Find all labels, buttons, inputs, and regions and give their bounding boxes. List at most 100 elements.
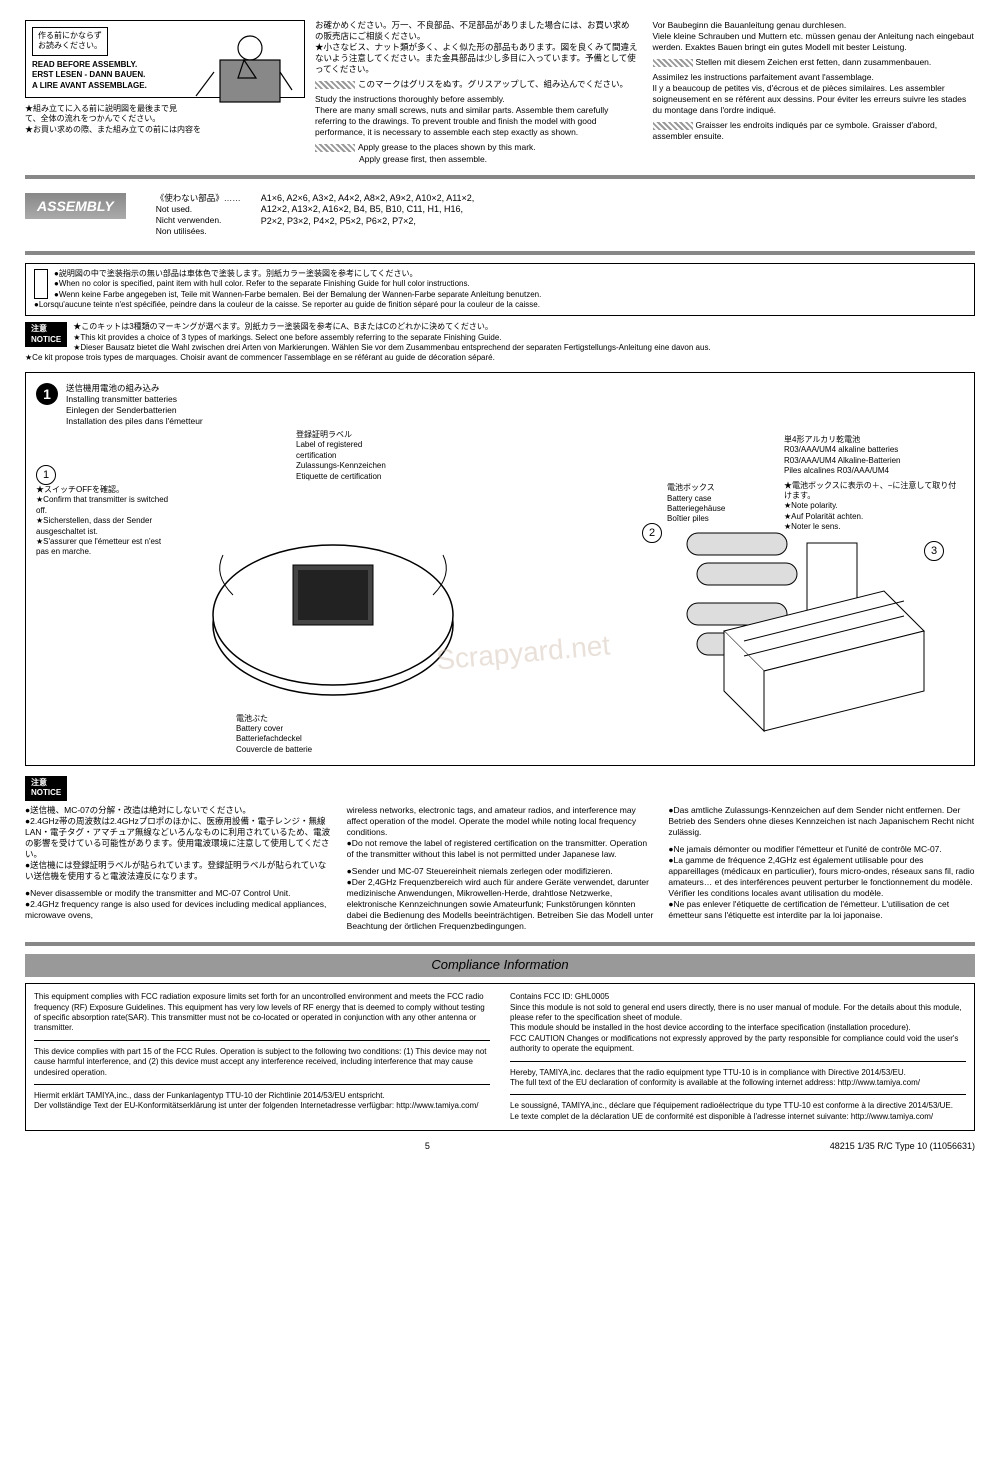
mark-fr: ★Ce kit propose trois types de marquages… (25, 353, 975, 363)
cover-en: Battery cover (236, 724, 356, 734)
mark-en: ★This kit provides a choice of 3 types o… (25, 333, 975, 343)
step-num-1: 1 (36, 383, 58, 405)
grease-mark-icon (315, 81, 355, 89)
grease-en-row: Apply grease to the places shown by this… (315, 142, 638, 153)
label-de: Zulassungs-Kennzeichen (296, 461, 396, 471)
batt-de: R03/AAA/UM4 Alkaline-Batterien (784, 456, 964, 466)
battery-type-callout: 単4形アルカリ乾電池 R03/AAA/UM4 alkaline batterie… (784, 435, 964, 533)
divider-bar-1 (25, 175, 975, 179)
s1-fr: Installation des piles dans l'émetteur (66, 416, 203, 427)
n2c3-fr2: ●La gamme de fréquence 2,4GHz est égalem… (668, 855, 975, 899)
batt-en: R03/AAA/UM4 alkaline batteries (784, 445, 964, 455)
read-before-box: 作る前にかならず お読みください。 READ BEFORE ASSEMBLY. … (25, 20, 305, 98)
page-number: 5 (425, 1141, 430, 1153)
step-1-titles: 送信機用電池の組み込み Installing transmitter batte… (66, 383, 203, 427)
tc2-star1: Vor Baubeginn die Bauanleitung genau dur… (653, 20, 976, 31)
step-1-box: 1 送信機用電池の組み込み Installing transmitter bat… (25, 372, 975, 766)
grease-de: Stellen mit diesem Zeichen erst fetten, … (696, 57, 932, 67)
substep-num-2: 2 (642, 523, 662, 543)
parts3: P2×2, P3×2, P4×2, P5×2, P6×2, P7×2, (261, 216, 475, 228)
comp-r2: Since this module is not sold to general… (510, 1003, 966, 1024)
grease-jp: このマークはグリスをぬす。グリスアップして、組み込んでください。 (358, 79, 628, 89)
n2c1-jp1: ●送信機、MC-07の分解・改造は絶対にしないでください。 (25, 805, 332, 816)
comp-l1: This equipment complies with FCC radiati… (34, 992, 490, 1034)
mark-jp: ★このキットは3種類のマーキングが選べます。別紙カラー塗装図を参考にA、Bまたは… (25, 322, 975, 332)
comp-r6: The full text of the EU declaration of c… (510, 1078, 966, 1088)
n2c2-en1: wireless networks, electronic tags, and … (347, 805, 654, 838)
compliance-header: Compliance Information (25, 954, 975, 977)
comp-hr-1 (34, 1040, 490, 1041)
step-1-diagram: 1 ★スイッチOFFを確認。 ★Confirm that transmitter… (36, 435, 964, 755)
notice2-col1: ●送信機、MC-07の分解・改造は絶対にしないでください。 ●2.4GHz帯の周… (25, 805, 332, 933)
not-used-parts: A1×6, A2×6, A3×2, A4×2, A8×2, A9×2, A10×… (261, 193, 475, 228)
man-illustration (178, 27, 298, 117)
comp-l2: This device complies with part 15 of the… (34, 1047, 490, 1078)
n2c3-de1: ●Das amtliche Zulassungs-Kennzeichen auf… (668, 805, 975, 838)
grease-jp-row: このマークはグリスをぬす。グリスアップして、組み込んでください。 (315, 79, 638, 90)
battery-case-drawing (704, 551, 944, 751)
comp-r1: Contains FCC ID: GHL0005 (510, 992, 966, 1002)
case-de: Batteriegehäuse (667, 504, 725, 514)
comp-l4: Der vollständige Text der EU-Konformität… (34, 1101, 490, 1111)
not-used-row: 《使わない部品》…… Not used. Nicht verwenden. No… (156, 193, 475, 237)
top-col-1: お確かめください。万一、不良部品、不足部品がありました場合には、お買い求めの販売… (315, 20, 638, 165)
case-jp: 電池ボックス (667, 483, 725, 493)
sub1-jp: ★スイッチOFFを確認。 (36, 485, 176, 495)
n2c2-de2: ●Der 2,4GHz Frequenzbereich wird auch fü… (347, 877, 654, 932)
n2c1-jp3: ●送信機には登録証明ラベルが貼られています。登録証明ラベルが貼られていない送信機… (25, 860, 332, 882)
case-callout: 電池ボックス Battery case Batteriegehäuse Boît… (667, 483, 725, 525)
batt-jp: 単4形アルカリ乾電池 (784, 435, 964, 445)
substep-3-group: 3 (704, 551, 944, 755)
grease-en1: Apply grease to the places shown by this… (358, 142, 536, 152)
grease-de-row: Stellen mit diesem Zeichen erst fetten, … (653, 57, 976, 68)
grease-fr-row: Graisser les endroits indiqués par ce sy… (653, 120, 976, 142)
nu-jp: 《使わない部品》…… (156, 193, 241, 204)
cover-fr: Couvercle de batterie (236, 745, 356, 755)
below-jp2: ★お買い求めの際、また組み立ての前には内容を (25, 125, 305, 135)
read-before-column: 作る前にかならず お読みください。 READ BEFORE ASSEMBLY. … (25, 20, 305, 165)
batt-fr: Piles alcalines R03/AAA/UM4 (784, 466, 964, 476)
n2c3-fr3: ●Ne pas enlever l'étiquette de certifica… (668, 899, 975, 921)
tc2-star2: Viele kleine Schrauben und Muttern etc. … (653, 31, 976, 53)
comp-hr-4 (510, 1094, 966, 1095)
n2c3-fr1: ●Ne jamais démonter ou modifier l'émette… (668, 844, 975, 855)
marking-notice: 注意 NOTICE ★このキットは3種類のマーキングが選べます。別紙カラー塗装図… (25, 322, 975, 364)
notice-tag-2: 注意 NOTICE (25, 776, 67, 801)
tc2-star3: Assimilez les instructions parfaitement … (653, 72, 976, 83)
substep-1-callout: 1 ★スイッチOFFを確認。 ★Confirm that transmitter… (36, 465, 176, 558)
paint-notice-box: ●説明図の中で塗装指示の無い部品は車体色で塗装します。別紙カラー塗装図を参考にし… (25, 263, 975, 317)
grease-mark-icon-4 (653, 122, 693, 130)
paint-can-icon (34, 269, 48, 299)
tc1-star1: Study the instructions thoroughly before… (315, 94, 638, 105)
mark-de: ★Dieser Bausatz bietet die Wahl zwischen… (25, 343, 975, 353)
nu-en: Not used. (156, 204, 241, 215)
comp-l3: Hiermit erklärt TAMIYA,inc., dass der Fu… (34, 1091, 490, 1101)
tc1-line2: ★小さなビス、ナット類が多く、よく似た形の部品もあります。図を良くみて間違えない… (315, 42, 638, 75)
nu-fr: Non utilisées. (156, 226, 241, 237)
comp-r7: Le soussigné, TAMIYA,inc., déclare que l… (510, 1101, 966, 1111)
divider-bar-2 (25, 251, 975, 255)
n2c2-de1: ●Sender und MC-07 Steuereinheit niemals … (347, 866, 654, 877)
sub1-fr: ★S'assurer que l'émetteur est n'est pas … (36, 537, 176, 558)
compliance-box: This equipment complies with FCC radiati… (25, 983, 975, 1131)
assembly-header: ASSEMBLY (25, 193, 126, 219)
n2c2-en2: ●Do not remove the label of registered c… (347, 838, 654, 860)
tc1-star2: There are many small screws, nuts and si… (315, 105, 638, 138)
comp-r4: FCC CAUTION Changes or modifications not… (510, 1034, 966, 1055)
label-fr: Etiquette de certification (296, 472, 396, 482)
top-section: 作る前にかならず お読みください。 READ BEFORE ASSEMBLY. … (25, 20, 975, 165)
grease-fr: Graisser les endroits indiqués par ce sy… (653, 120, 938, 141)
tc1-line1: お確かめください。万一、不良部品、不足部品がありました場合には、お買い求めの販売… (315, 20, 638, 42)
notice-2-columns: ●送信機、MC-07の分解・改造は絶対にしないでください。 ●2.4GHz帯の周… (25, 805, 975, 933)
tc2-star4: Il y a beaucoup de petites vis, d'écrous… (653, 83, 976, 116)
compliance-left: This equipment complies with FCC radiati… (34, 992, 490, 1122)
page-footer: 5 48215 1/35 R/C Type 10 (11056631) (25, 1141, 975, 1153)
footer-code: 48215 1/35 R/C Type 10 (11056631) (830, 1141, 975, 1153)
n2c1-en2: ●2.4GHz frequency range is also used for… (25, 899, 332, 921)
parts2: A12×2, A13×2, A16×2, B4, B5, B10, C11, H… (261, 204, 475, 216)
sub1-en: ★Confirm that transmitter is switched of… (36, 495, 176, 516)
not-used-labels: 《使わない部品》…… Not used. Nicht verwenden. No… (156, 193, 241, 237)
compliance-columns: This equipment complies with FCC radiati… (34, 992, 966, 1122)
grease-en2: Apply grease first, then assemble. (315, 154, 638, 165)
s1-de: Einlegen der Senderbatterien (66, 405, 203, 416)
